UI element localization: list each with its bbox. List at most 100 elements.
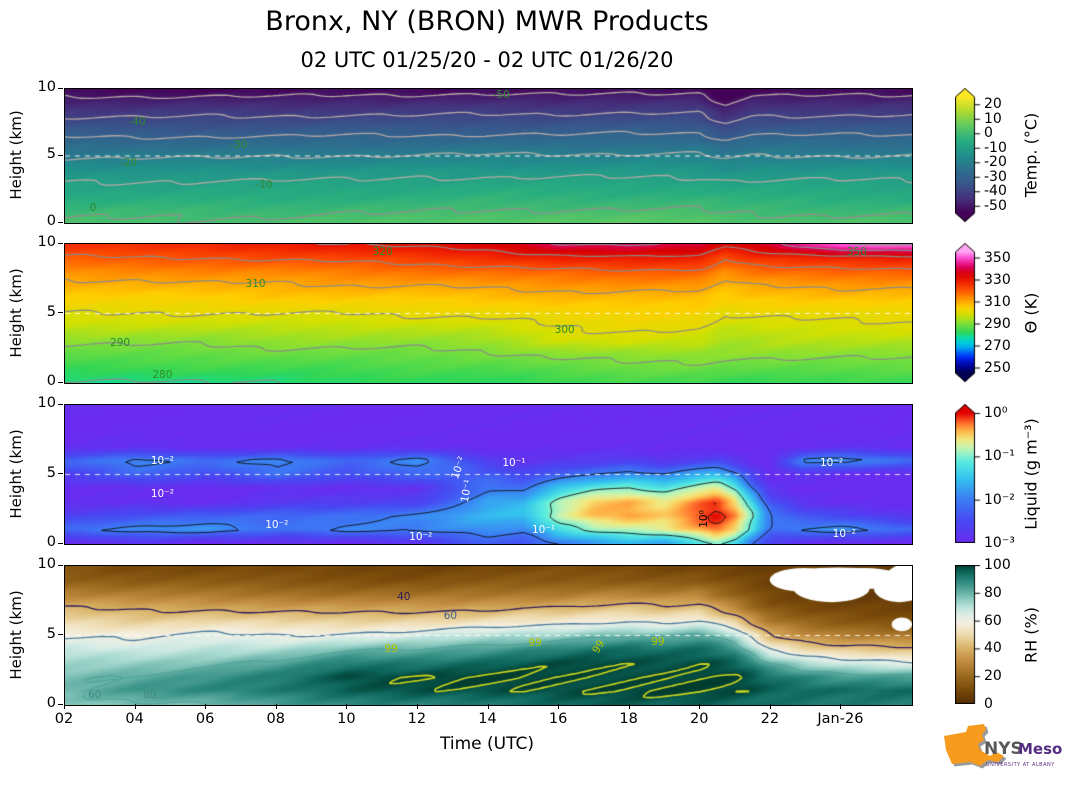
contour-label: 80: [143, 689, 157, 702]
y-axis-label-temperature: Height (km): [7, 110, 25, 200]
y-tick-mark: [58, 242, 63, 244]
colorbar-tick-label: 0: [984, 696, 993, 712]
contour-label: 350: [846, 246, 867, 259]
y-tick-label: 10: [37, 79, 56, 95]
contour-label: -20: [119, 156, 138, 169]
contour-label: 10⁻²: [832, 528, 856, 541]
colorbar-tick-label: -20: [984, 154, 1007, 171]
contour-label: -50: [492, 88, 510, 101]
colorbar-tick-label: 20: [984, 668, 1002, 685]
colorbar-tick-label: 20: [984, 96, 1002, 113]
x-tick-label: 18: [619, 711, 638, 727]
contour-label: 60: [443, 609, 458, 622]
colorbar-tick-label: 10⁻²: [984, 491, 1015, 508]
colorbar-tick-label: 270: [984, 337, 1011, 354]
contour-label: 280: [152, 368, 173, 381]
panel-theta: 320 350 310 300 290 280: [64, 243, 913, 384]
theta-colorbar: [955, 243, 981, 382]
x-tick-mark: [699, 704, 701, 709]
logo-mesonet-text: Mesonet: [1018, 740, 1062, 758]
page-title: Bronx, NY (BRON) MWR Products: [265, 6, 709, 37]
contour-label: 10⁻¹: [502, 457, 526, 470]
x-tick-label: 02: [54, 711, 74, 727]
contour-label: 10⁻¹: [531, 523, 556, 536]
nys-state-icon: NYS Mesonet UNIVERSITY AT ALBANY: [944, 724, 1066, 769]
x-tick-label: 12: [407, 711, 427, 727]
contour-label: 40: [397, 590, 411, 603]
colorbar-tick-label: 310: [984, 293, 1011, 310]
contour-label: -30: [230, 138, 248, 151]
y-tick-label: 5: [46, 464, 56, 481]
contour-label: 10⁻²: [409, 530, 433, 543]
colorbar-axis-label-theta: Θ (K): [1021, 292, 1041, 333]
colorbar-tick-label: 60: [984, 612, 1002, 629]
y-tick-mark: [58, 703, 63, 705]
y-axis-label-theta: Height (km): [7, 267, 25, 358]
x-tick-mark: [416, 704, 418, 709]
colorbar-axis-label-liquid: Liquid (g m⁻³): [1021, 417, 1041, 530]
y-tick-label: 0: [46, 373, 56, 389]
x-tick-label: 14: [478, 711, 497, 727]
contour-label: 320: [372, 246, 393, 259]
x-tick-mark: [275, 704, 277, 709]
colorbar-axis-label-temperature: Temp. (°C): [1021, 112, 1041, 198]
contour-label: 99: [651, 635, 665, 648]
colorbar-tick-label: 80: [984, 584, 1002, 601]
colorbar-tick-label: 10: [984, 110, 1002, 127]
y-tick-label: 5: [46, 625, 56, 642]
x-tick-label: 04: [125, 711, 144, 727]
contour-label: 310: [245, 278, 266, 291]
nys-mesonet-logo: NYS Mesonet UNIVERSITY AT ALBANY: [938, 716, 1066, 786]
liquid-heatmap-canvas: [65, 405, 912, 544]
x-tick-label: 20: [690, 711, 709, 727]
y-tick-label: 5: [46, 146, 56, 162]
colorbar-tick-label: 0: [984, 125, 993, 142]
colorbar-tick-label: 290: [984, 315, 1011, 332]
x-tick-label: Jan-26: [817, 711, 864, 727]
contour-label: -40: [128, 115, 146, 128]
x-tick-label: 06: [195, 711, 215, 727]
x-tick-label: 22: [760, 711, 780, 727]
y-tick-mark: [58, 542, 63, 544]
rh-colorbar: [955, 565, 981, 704]
temperature-colorbar: [955, 88, 981, 222]
y-tick-label: 10: [37, 234, 56, 250]
y-tick-mark: [58, 154, 63, 156]
x-tick-mark: [346, 704, 348, 709]
x-tick-mark: [205, 704, 207, 709]
x-axis-label: Time (UTC): [440, 734, 534, 754]
contour-label: 60: [87, 689, 102, 702]
y-tick-mark: [58, 87, 63, 89]
y-tick-label: 0: [46, 695, 56, 711]
contour-label: 290: [110, 336, 131, 349]
panel-rh: 40 60 99 99 99 99 60 80: [64, 565, 913, 706]
colorbar-tick-label: 350: [984, 249, 1011, 266]
logo-subtext: UNIVERSITY AT ALBANY: [986, 762, 1055, 768]
colorbar-axis-label-rh: RH (%): [1021, 606, 1041, 663]
x-tick-mark: [769, 704, 771, 709]
x-tick-label: 08: [266, 711, 285, 727]
temperature-heatmap-canvas: [65, 89, 912, 223]
contour-label: 0: [89, 201, 97, 214]
x-tick-mark: [64, 704, 65, 709]
colorbar-tick-label: 250: [984, 359, 1011, 376]
y-axis-label-rh: Height (km): [7, 589, 25, 680]
colorbar-tick-label: -50: [984, 197, 1007, 214]
y-tick-label: 10: [37, 395, 56, 411]
contour-label: 10⁻²: [150, 454, 174, 467]
panel-liquid: 10⁻² 10⁻² 10⁻² 10⁻² 10⁻¹ 10⁻¹ 10⁻² 10⁻² 10⁻² 10⁻¹…: [64, 404, 913, 545]
y-tick-label: 5: [46, 303, 56, 320]
colorbar-tick-label: -10: [984, 139, 1007, 156]
page-subtitle: 02 UTC 01/25/20 - 02 UTC 01/26/20: [300, 48, 674, 72]
x-tick-mark: [487, 704, 489, 709]
colorbar-tick-label: 100: [984, 557, 1011, 573]
y-axis-label-liquid: Height (km): [7, 428, 25, 519]
liquid-colorbar: [955, 404, 981, 543]
panel-temperature: -50 -40 -30 -20 -10 0: [64, 88, 913, 224]
contour-label: 10⁻²: [150, 487, 174, 500]
y-tick-mark: [58, 473, 63, 474]
contour-label: 300: [554, 323, 575, 336]
x-tick-mark: [134, 704, 136, 709]
x-tick-mark: [840, 704, 842, 709]
